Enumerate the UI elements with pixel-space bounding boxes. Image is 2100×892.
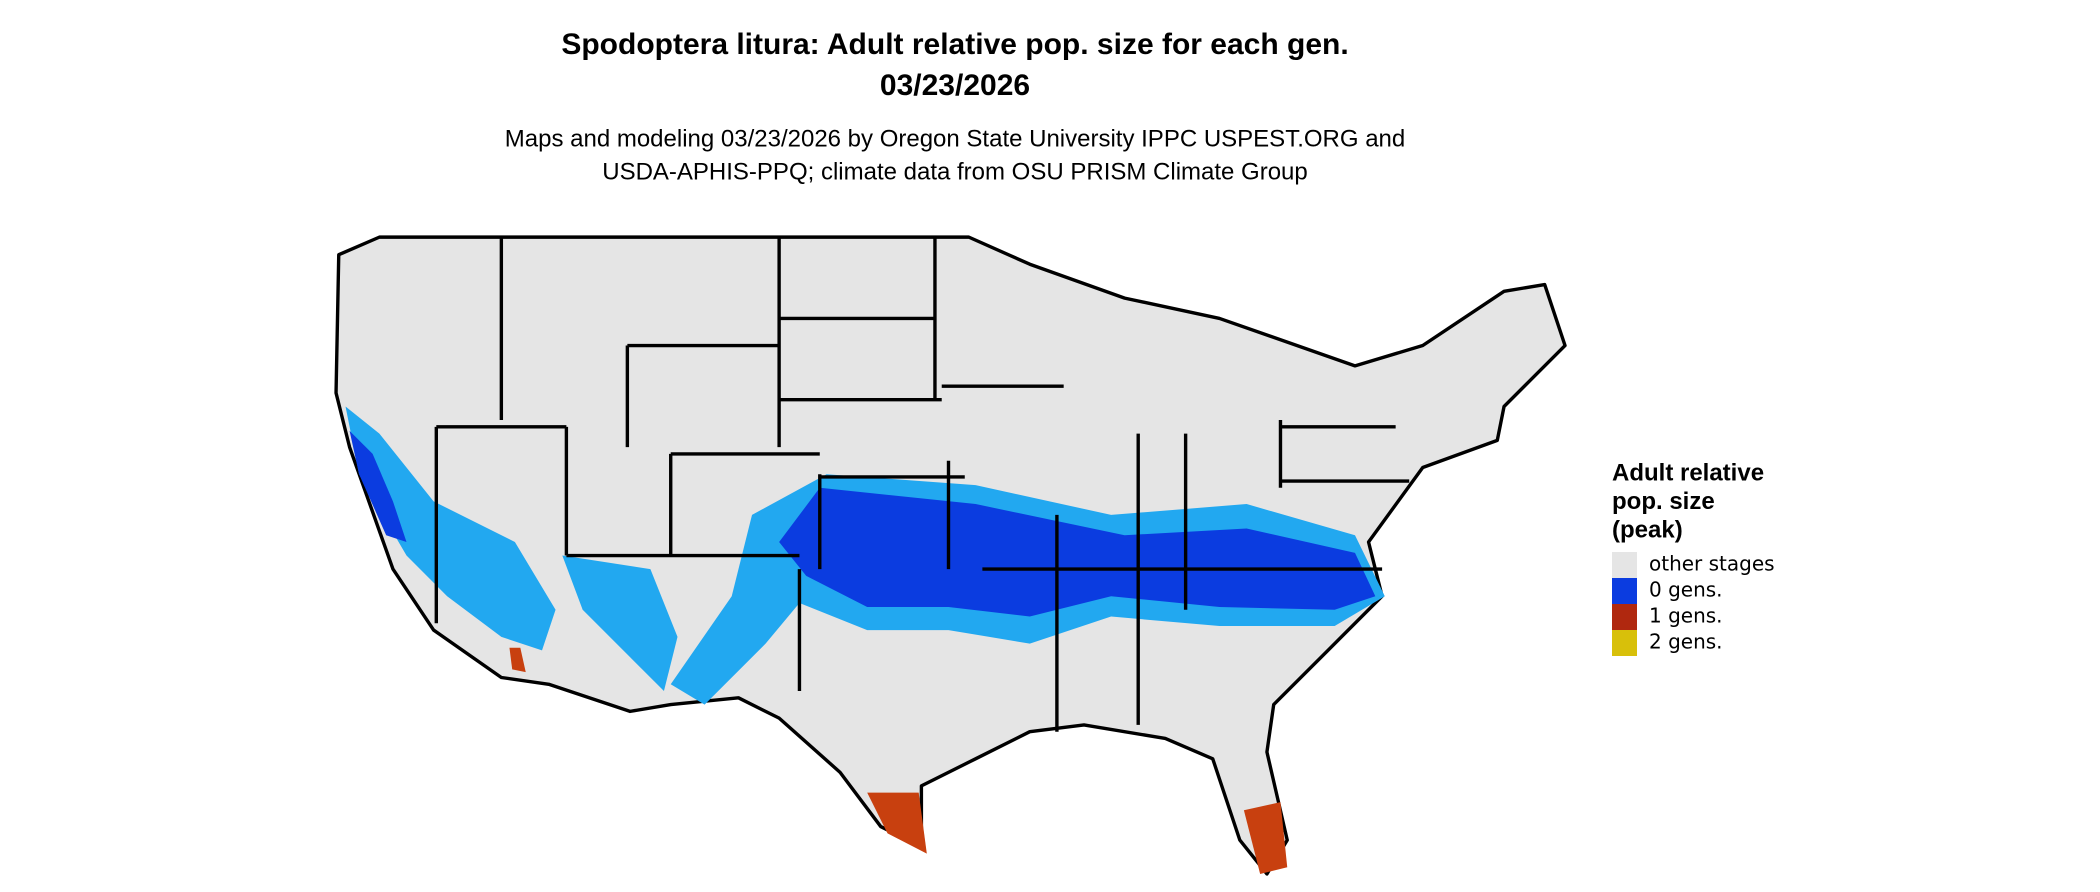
legend-label: 1 gens. (1649, 604, 1723, 628)
title: Spodoptera litura: Adult relative pop. s… (561, 28, 1348, 61)
subtitle: USDA-APHIS-PPQ; climate data from OSU PR… (602, 158, 1308, 185)
legend-swatch (1612, 578, 1637, 604)
blue-region (349, 430, 407, 542)
legend-swatch (1612, 552, 1637, 578)
red-region (1243, 802, 1288, 874)
us-map (334, 235, 1567, 876)
state-lines (434, 237, 1410, 732)
blue-region (562, 555, 678, 692)
legend-title: Adult relative (1612, 459, 1764, 486)
title: 03/23/2026 (880, 69, 1030, 102)
legend-label: other stages (1649, 552, 1775, 576)
red-region (867, 792, 927, 854)
blue-region (345, 406, 556, 651)
subtitle: Maps and modeling 03/23/2026 by Oregon S… (505, 125, 1405, 152)
blue-region (779, 487, 1376, 617)
legend-label: 2 gens. (1649, 630, 1723, 654)
legend-swatch (1612, 604, 1637, 630)
legend-title: pop. size (1612, 488, 1715, 515)
legend-swatch (1612, 630, 1637, 656)
legend-label: 0 gens. (1649, 578, 1723, 602)
legend-title: (peak) (1612, 516, 1683, 543)
